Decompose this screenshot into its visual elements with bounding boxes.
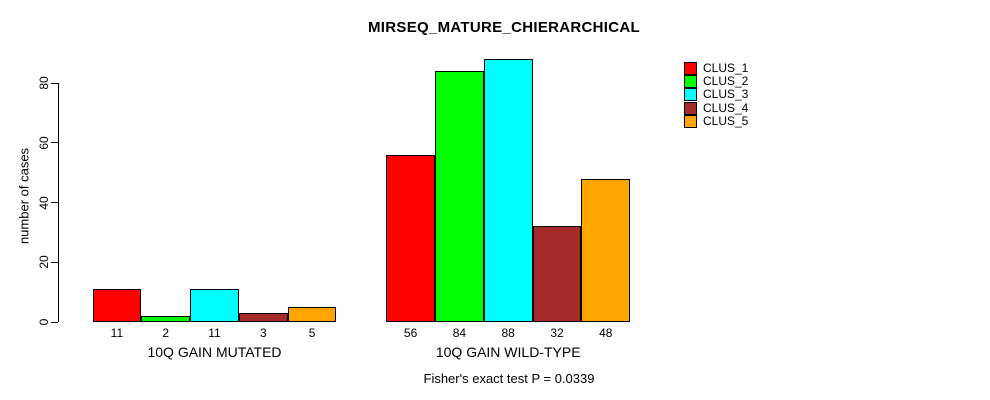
bar-clus_2-group2 xyxy=(435,71,484,322)
y-tick xyxy=(51,202,58,203)
legend-label: CLUS_1 xyxy=(703,61,749,76)
legend-swatch xyxy=(684,101,697,115)
caption: Fisher's exact test P = 0.0339 xyxy=(423,371,595,386)
bar-clus_5-group1 xyxy=(287,307,337,322)
y-axis-label: number of cases xyxy=(16,147,32,245)
bar-value-label: 11 xyxy=(208,326,221,340)
bar-value-label: 48 xyxy=(599,326,613,340)
bar-value-label: 11 xyxy=(110,326,124,340)
y-tick-label: 80 xyxy=(37,76,51,90)
y-tick-label: 40 xyxy=(37,195,51,210)
legend-item: CLUS_2 xyxy=(684,74,749,89)
bar-clus_4-group2 xyxy=(532,226,582,322)
y-tick xyxy=(51,142,58,144)
y-tick-label: 20 xyxy=(37,255,51,269)
bar-value-label: 88 xyxy=(501,326,515,340)
legend-swatch xyxy=(684,62,697,76)
bar-clus_2-group1 xyxy=(141,316,191,322)
y-tick xyxy=(51,321,58,323)
legend-item: CLUS_4 xyxy=(684,100,749,115)
legend-label: CLUS_2 xyxy=(703,74,749,89)
bar-value-label: 5 xyxy=(308,326,316,340)
chart-title: MIRSEQ_MATURE_CHIERARCHICAL xyxy=(368,19,640,36)
bar-clus_1-group1 xyxy=(92,289,142,322)
legend-item: CLUS_5 xyxy=(684,113,749,128)
legend-swatch xyxy=(684,75,697,89)
bar-clus_5-group2 xyxy=(581,178,631,322)
x-group-label: 10Q GAIN WILD-TYPE xyxy=(435,344,581,360)
legend-label: CLUS_5 xyxy=(703,113,749,128)
legend-label: CLUS_3 xyxy=(703,87,749,102)
y-tick-label: 0 xyxy=(37,318,51,326)
y-tick-label: 60 xyxy=(37,136,51,150)
legend-item: CLUS_1 xyxy=(684,61,749,76)
y-tick xyxy=(51,261,58,263)
bar-value-label: 56 xyxy=(403,326,418,340)
x-group-label: 10Q GAIN MUTATED xyxy=(147,344,282,360)
legend-item: CLUS_3 xyxy=(684,87,749,102)
bar-clus_4-group1 xyxy=(238,313,288,322)
y-axis-line xyxy=(58,83,59,322)
bar-clus_1-group2 xyxy=(386,154,435,322)
bar-value-label: 3 xyxy=(259,326,267,340)
bar-value-label: 84 xyxy=(452,326,467,340)
bar-value-label: 2 xyxy=(162,326,170,340)
legend: CLUS_1 CLUS_2 CLUS_3 CLUS_4 CLUS_5 xyxy=(684,62,748,128)
bar-value-label: 32 xyxy=(550,326,564,340)
y-tick xyxy=(51,82,58,84)
legend-label: CLUS_4 xyxy=(703,100,749,115)
legend-swatch xyxy=(684,88,697,102)
legend-swatch xyxy=(684,114,697,128)
bar-clus_3-group1 xyxy=(190,289,239,322)
bar-clus_3-group2 xyxy=(483,59,533,322)
